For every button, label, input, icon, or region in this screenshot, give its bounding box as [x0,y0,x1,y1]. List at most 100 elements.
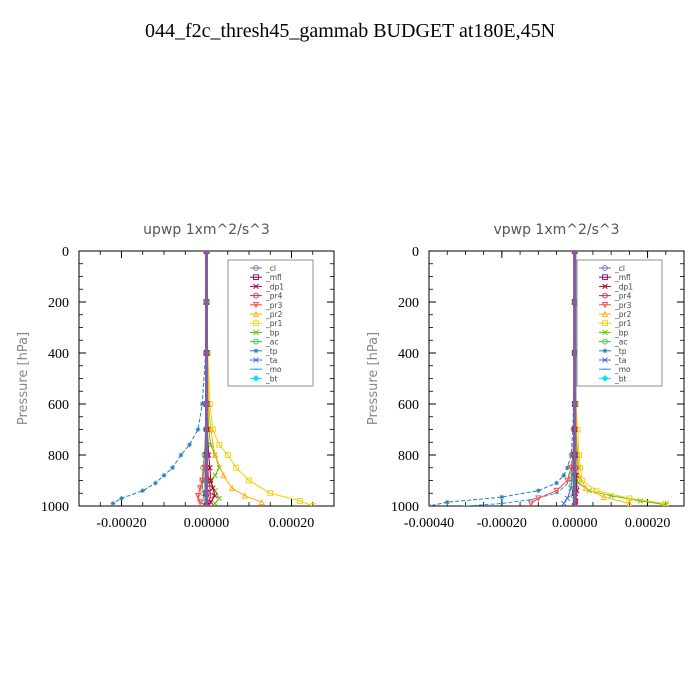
series-point [216,441,223,448]
legend-entry: _pr4 [599,292,632,301]
legend-marker [253,292,259,299]
y-tick-label: 600 [48,398,69,413]
legend-marker [252,301,260,309]
panel-title: vpwp 1xm^2/s^3 [493,222,619,238]
series-point [309,503,316,506]
series-point [208,477,214,484]
series-point [220,471,227,479]
series-pr3 [527,251,578,506]
series-point [228,484,236,491]
legend-marker [253,329,259,336]
y-tick-label: 400 [398,347,419,362]
series-point [571,251,578,254]
legend-label: _dp1 [265,282,284,291]
legend-marker [602,329,608,336]
panel-title: upwp 1xm^2/s^3 [143,222,270,238]
y-axis-label: Pressure [hPa] [16,332,31,425]
plot-area [110,251,316,506]
legend-label: _bp [265,328,280,337]
legend-marker [601,301,609,309]
series-point [161,473,167,478]
series-point [203,452,210,458]
series-point [246,477,252,484]
x-tick-label: -0.00020 [96,516,146,531]
legend-marker [253,265,259,271]
legend-label: _ta [265,356,277,365]
series-point [567,464,575,472]
series-line [530,251,576,504]
series-point [429,503,432,506]
legend-label: _pr2 [265,310,283,319]
y-tick-label: 400 [48,347,69,362]
series-point [564,477,571,484]
series-point [203,299,210,305]
legend-entry: _bt [599,374,627,383]
legend-label: _mo [265,365,282,374]
legend-entry: _tp [250,347,278,356]
y-tick-label: 1000 [391,500,419,515]
y-tick-label: 800 [398,449,419,464]
legend-label: _pr3 [265,301,283,310]
legend-label: _pr1 [265,319,283,328]
series-point [553,487,560,495]
series-point [568,452,574,458]
legend-entry: _pr2 [599,310,632,319]
series-point [194,492,202,500]
series-point [216,495,222,502]
legend-entry: _ac [250,338,278,347]
series-point [199,401,205,407]
legend-entry: _tp [599,347,627,356]
legend-box [227,259,314,387]
series-point [564,495,571,502]
series-point [212,500,218,506]
legend-label: _pr4 [265,292,283,301]
y-axis-label: Pressure [hPa] [366,332,381,425]
legend-marker [253,338,259,345]
series-line [465,251,576,506]
legend-marker [253,357,259,363]
series-point [203,401,210,407]
legend-entry: _cl [599,264,625,273]
x-tick-label: -0.00020 [477,516,527,531]
x-tick-label: 0.00020 [269,516,315,531]
x-tick-label: 0.00000 [184,516,230,531]
legend: _cl_mfl_dp1_pr4_pr3_pr2_pr1_bp_ac_tp_ta_… [227,259,314,387]
legend-marker [602,338,608,345]
legend-label: _pr4 [614,292,632,301]
series-point [535,488,541,494]
series-point [527,500,535,506]
legend-label: _mo [614,365,631,374]
y-tick-label: 0 [412,245,419,260]
legend-label: _mfl [265,273,282,282]
legend-marker [602,283,608,290]
series-cl [203,251,210,506]
series-point [196,499,204,506]
legend-entry: _cl [250,264,276,273]
legend-entry: _bt [250,374,278,383]
series-point [233,464,240,471]
y-tick-label: 1000 [41,500,69,515]
legend-marker [253,320,259,327]
series-point [582,484,589,491]
legend-label: _mfl [614,273,631,282]
series-point [196,485,204,492]
series-point [499,494,505,500]
legend-entry: _ac [599,338,627,347]
legend-entry: _pr1 [250,319,283,328]
series-point [207,426,214,433]
series-point [199,477,206,484]
legend-marker [601,310,609,317]
legend-label: _tp [614,347,627,356]
series-point [571,452,578,458]
legend-marker [253,348,259,354]
y-tick-label: 800 [48,449,69,464]
y-tick-label: 200 [48,296,69,311]
series-point [571,490,578,497]
series-point [571,401,578,407]
legend-label: _tp [265,347,278,356]
series-point [535,495,542,502]
legend-entry: _mo [250,365,282,374]
legend-marker [602,274,608,281]
legend-entry: _mfl [250,273,282,282]
